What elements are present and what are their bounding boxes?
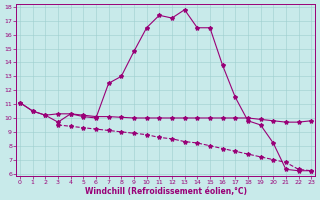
X-axis label: Windchill (Refroidissement éolien,°C): Windchill (Refroidissement éolien,°C) bbox=[84, 187, 247, 196]
